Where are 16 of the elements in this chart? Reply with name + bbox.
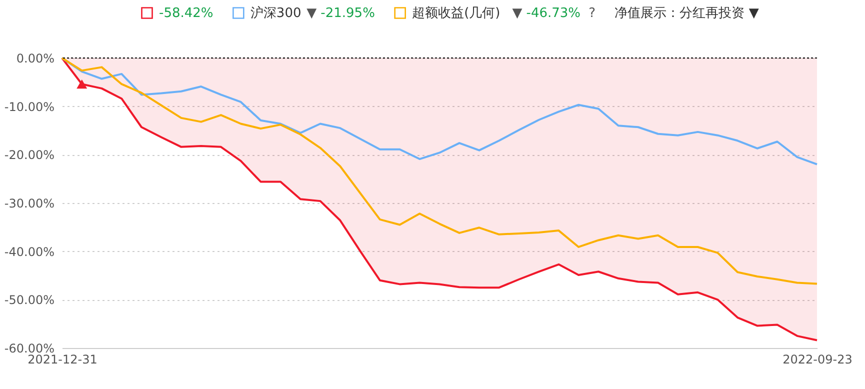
legend-label: 超额收益(几何) bbox=[412, 6, 500, 21]
text: ▼ -21.95% bbox=[306, 6, 375, 21]
legend-label: 沪深300 bbox=[250, 5, 302, 21]
y-tick-label: -50.00% bbox=[4, 293, 54, 308]
text: 净值展示：分红再投资 ▼ bbox=[614, 6, 759, 21]
x-tick-label: 2021-12-31 bbox=[28, 352, 98, 366]
text: ▼ -46.73% ? bbox=[512, 6, 596, 21]
y-tick-label: -10.00% bbox=[4, 100, 54, 114]
y-tick-label: -30.00% bbox=[4, 196, 54, 210]
x-tick-label: 2022-09-23 bbox=[782, 352, 852, 366]
line-series bbox=[61, 57, 818, 285]
y-tick-label: -60.00% bbox=[4, 342, 54, 356]
y-tick-label: -40.00% bbox=[4, 244, 54, 259]
y-tick-label: -20.00% bbox=[4, 148, 54, 162]
y-tick-label: 0.00% bbox=[16, 52, 54, 66]
text: -58.42% bbox=[159, 6, 214, 21]
